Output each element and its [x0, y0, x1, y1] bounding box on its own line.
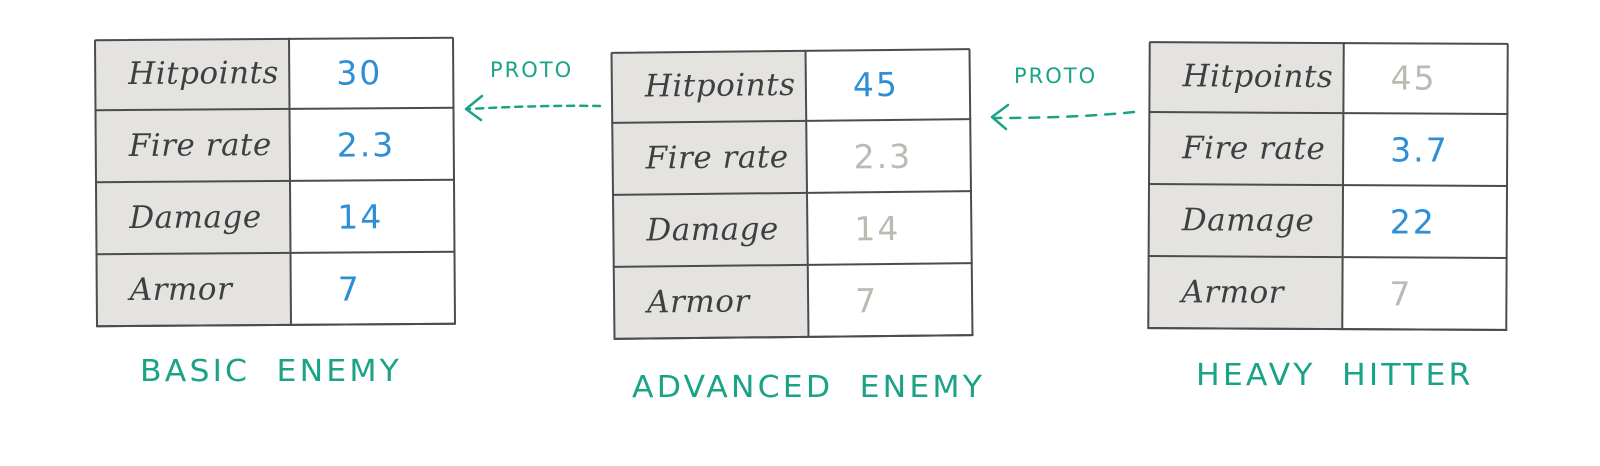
proto-arrow-advanced-to-basic	[464, 94, 602, 122]
stat-value-hitpoints: 45	[806, 48, 972, 122]
stat-value-armor: 7	[1343, 258, 1508, 331]
advanced-enemy-table: Hitpoints 45 Fire rate 2.3 Damage 14 Arm…	[610, 48, 974, 340]
stat-name-fire-rate: Fire rate	[94, 109, 291, 184]
proto-label: PROTO	[490, 58, 574, 82]
stat-value-armor: 7	[291, 252, 457, 326]
stat-value-hitpoints: 30	[289, 36, 455, 110]
basic-enemy-caption: BASIC ENEMY	[140, 354, 403, 389]
heavy-hitter-caption: HEAVY HITTER	[1196, 358, 1474, 393]
stat-name-hitpoints: Hitpoints	[1148, 41, 1345, 115]
proto-arrow-heavy-to-advanced	[990, 103, 1136, 131]
stats-grid: Hitpoints 45 Fire rate 2.3 Damage 14 Arm…	[610, 48, 974, 340]
stat-name-armor: Armor	[612, 265, 810, 340]
stat-value-hitpoints: 45	[1344, 42, 1509, 115]
stat-name-damage: Damage	[612, 193, 809, 268]
stat-name-hitpoints: Hitpoints	[93, 37, 291, 112]
stat-value-armor: 7	[808, 264, 974, 338]
heavy-hitter-table: Hitpoints 45 Fire rate 3.7 Damage 22 Arm…	[1147, 41, 1509, 331]
stat-name-hitpoints: Hitpoints	[610, 49, 808, 124]
advanced-enemy-caption: ADVANCED ENEMY	[632, 370, 986, 405]
stat-name-damage: Damage	[95, 181, 292, 256]
stat-name-fire-rate: Fire rate	[1148, 113, 1345, 187]
stat-value-damage: 14	[290, 180, 456, 254]
stats-grid: Hitpoints 30 Fire rate 2.3 Damage 14 Arm…	[93, 36, 457, 328]
stat-value-damage: 22	[1343, 186, 1508, 259]
stat-value-damage: 14	[807, 192, 973, 266]
stats-grid: Hitpoints 45 Fire rate 3.7 Damage 22 Arm…	[1147, 41, 1509, 331]
stat-name-damage: Damage	[1147, 185, 1344, 259]
stat-value-fire-rate: 3.7	[1343, 114, 1509, 187]
stat-name-armor: Armor	[1147, 257, 1344, 331]
stat-name-fire-rate: Fire rate	[611, 121, 808, 196]
basic-enemy-table: Hitpoints 30 Fire rate 2.3 Damage 14 Arm…	[93, 36, 457, 328]
proto-label: PROTO	[1014, 64, 1098, 88]
stat-value-fire-rate: 2.3	[807, 120, 972, 194]
stat-value-fire-rate: 2.3	[290, 108, 455, 182]
stat-name-armor: Armor	[95, 253, 293, 328]
